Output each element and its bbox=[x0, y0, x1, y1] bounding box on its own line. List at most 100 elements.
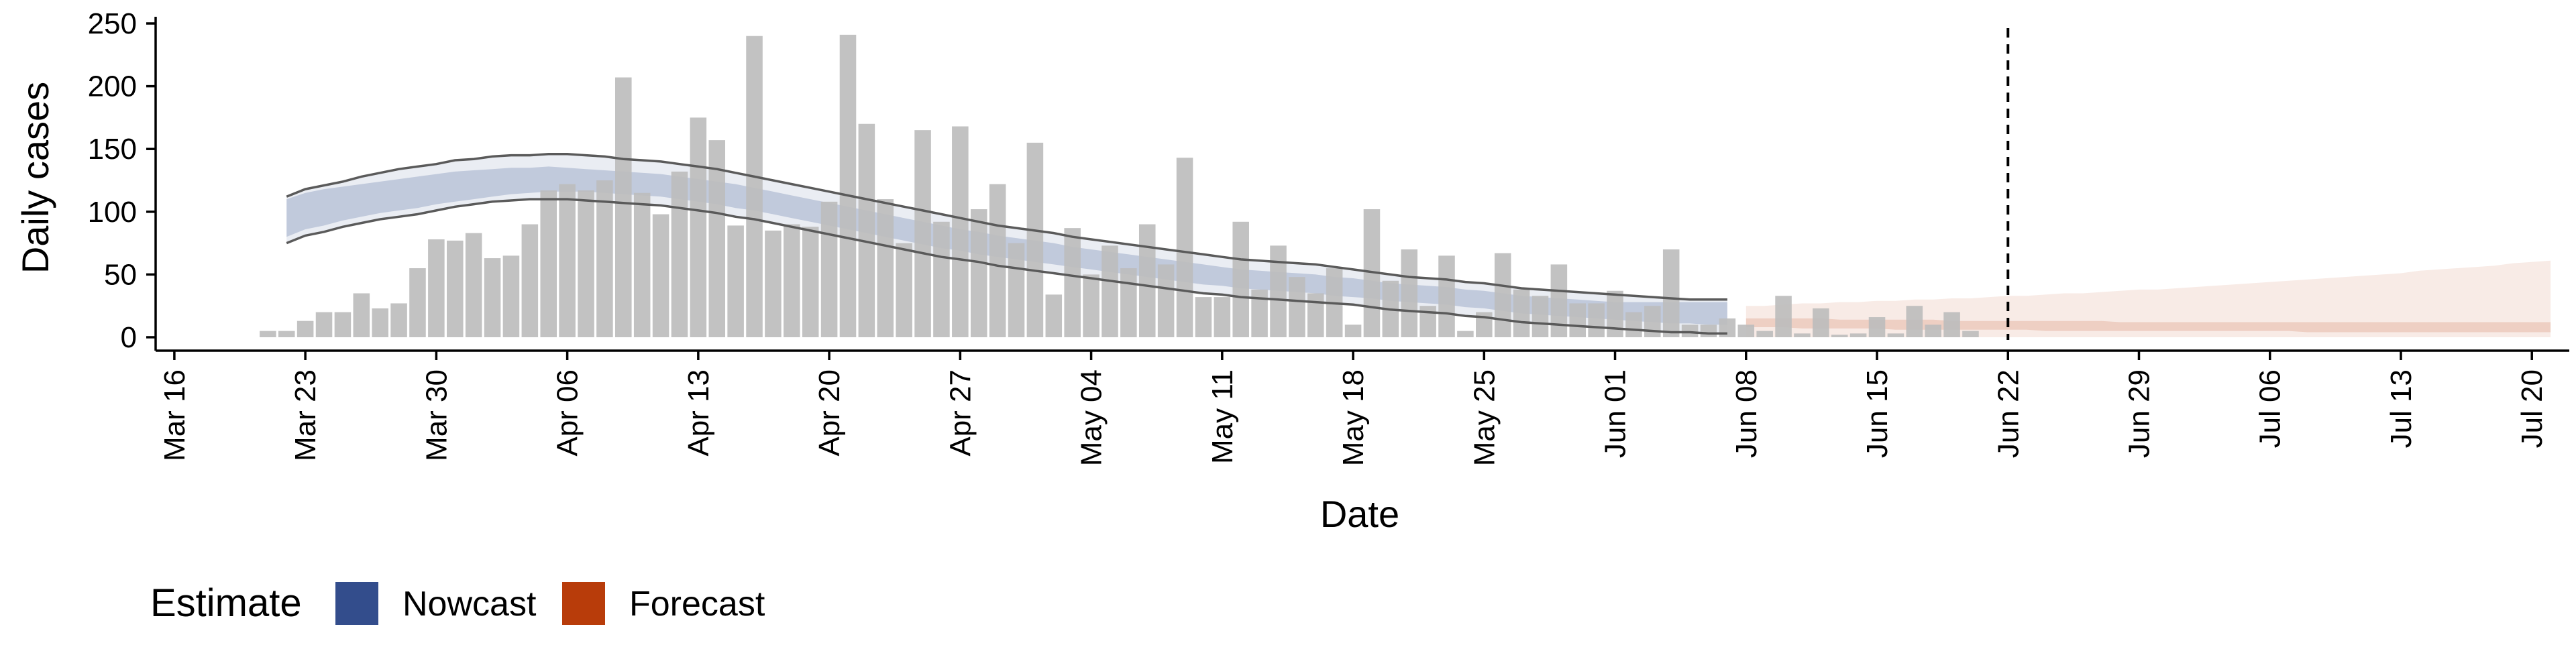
daily-case-bar bbox=[1700, 325, 1717, 337]
daily-case-bar bbox=[746, 36, 763, 337]
x-tick-label: Apr 27 bbox=[944, 369, 977, 457]
x-tick-label: Mar 30 bbox=[420, 369, 453, 461]
daily-case-bar bbox=[1214, 297, 1231, 337]
daily-case-bar bbox=[1794, 333, 1811, 337]
legend-swatch-forecast bbox=[562, 582, 605, 625]
x-tick-label: Jun 15 bbox=[1861, 369, 1894, 458]
y-tick-label: 250 bbox=[88, 7, 137, 40]
daily-case-bar bbox=[1232, 221, 1249, 337]
daily-case-bar bbox=[1550, 264, 1568, 337]
daily-case-bar bbox=[1906, 306, 1923, 337]
daily-case-bar bbox=[1102, 245, 1118, 337]
daily-case-bar bbox=[1756, 331, 1773, 337]
estimate-lines bbox=[286, 152, 1727, 335]
daily-case-bar bbox=[1120, 268, 1137, 337]
daily-case-bar bbox=[784, 224, 800, 337]
daily-case-bar bbox=[1943, 312, 1960, 337]
daily-case-bar bbox=[615, 77, 632, 337]
daily-case-bar bbox=[465, 233, 482, 337]
daily-case-bar bbox=[372, 308, 388, 337]
daily-case-bar bbox=[390, 303, 407, 337]
daily-case-bar bbox=[839, 34, 857, 338]
x-tick-label: Jul 20 bbox=[2516, 369, 2548, 448]
daily-case-bar bbox=[952, 126, 969, 337]
x-axis-title: Date bbox=[1320, 493, 1399, 535]
daily-case-bar bbox=[502, 255, 520, 337]
x-tick-label: Jun 29 bbox=[2123, 369, 2156, 458]
daily-case-bar bbox=[578, 190, 594, 337]
daily-case-bar bbox=[1138, 224, 1156, 337]
x-tick-label: Apr 06 bbox=[551, 369, 584, 457]
daily-case-bar bbox=[820, 201, 838, 337]
daily-case-bar bbox=[1887, 333, 1904, 337]
legend-title: Estimate bbox=[150, 581, 302, 625]
daily-case-bar bbox=[1681, 325, 1699, 337]
daily-case-bar bbox=[1775, 296, 1792, 337]
nowcast-inner-band bbox=[286, 166, 1727, 325]
daily-case-bar bbox=[1644, 306, 1661, 337]
daily-case-bar bbox=[334, 312, 352, 337]
nowcast-lower-line bbox=[286, 198, 1727, 335]
y-axis-title: Daily cases bbox=[14, 82, 56, 274]
x-tick-label: Jul 06 bbox=[2254, 369, 2287, 448]
daily-case-bar bbox=[933, 221, 950, 337]
daily-case-bar bbox=[1438, 255, 1455, 337]
daily-case-bar bbox=[1289, 277, 1305, 337]
legend: Estimate Nowcast Forecast bbox=[150, 581, 765, 625]
x-tick-label: May 25 bbox=[1468, 369, 1501, 466]
x-tick-label: May 11 bbox=[1206, 369, 1239, 464]
daily-case-bar bbox=[858, 123, 875, 337]
daily-case-bar bbox=[1419, 306, 1436, 337]
daily-case-bar bbox=[1307, 293, 1324, 337]
y-tick-label: 150 bbox=[88, 133, 137, 166]
daily-case-bar bbox=[727, 225, 744, 337]
daily-case-bar bbox=[1457, 331, 1474, 337]
daily-case-bar bbox=[1849, 333, 1867, 337]
daily-case-bar bbox=[1868, 317, 1886, 337]
x-tick-label: May 18 bbox=[1337, 369, 1370, 466]
daily-case-bar bbox=[1831, 335, 1848, 337]
daily-case-bar bbox=[559, 184, 576, 337]
daily-case-bar bbox=[446, 240, 464, 337]
daily-case-bar bbox=[1195, 297, 1212, 337]
daily-case-bar bbox=[297, 320, 314, 337]
daily-case-bar bbox=[1532, 296, 1549, 337]
daily-case-bar bbox=[315, 312, 333, 337]
daily-case-bar bbox=[1176, 158, 1193, 337]
daily-case-bar bbox=[802, 227, 819, 337]
daily-case-bar bbox=[633, 192, 651, 337]
daily-case-bars bbox=[260, 34, 1979, 338]
daily-case-bar bbox=[278, 331, 295, 337]
daily-case-bar bbox=[1588, 303, 1605, 337]
daily-case-bar bbox=[1157, 264, 1175, 337]
daily-case-bar bbox=[1569, 303, 1587, 337]
daily-case-bar bbox=[1662, 249, 1680, 337]
daily-case-bar bbox=[914, 130, 931, 337]
x-tick-label: Apr 20 bbox=[813, 369, 846, 457]
daily-case-bar bbox=[1813, 308, 1829, 337]
x-tick-label: Jun 08 bbox=[1730, 369, 1763, 458]
daily-case-bar bbox=[1625, 312, 1642, 337]
daily-case-bar bbox=[1607, 290, 1623, 337]
x-tick-label: Jul 13 bbox=[2385, 369, 2418, 448]
daily-case-bar bbox=[540, 190, 557, 337]
x-tick-label: Jun 01 bbox=[1599, 369, 1632, 458]
y-tick-label: 200 bbox=[88, 70, 137, 103]
daily-case-bar bbox=[428, 239, 445, 337]
x-tick-label: May 04 bbox=[1075, 369, 1108, 466]
daily-case-bar bbox=[1401, 249, 1418, 337]
daily-case-bar bbox=[1270, 245, 1287, 337]
daily-case-bar bbox=[521, 224, 539, 337]
daily-case-bar bbox=[690, 117, 707, 337]
legend-label-nowcast: Nowcast bbox=[402, 585, 537, 624]
daily-case-bar bbox=[652, 214, 669, 337]
daily-case-bar bbox=[484, 258, 501, 337]
legend-swatch-nowcast bbox=[335, 582, 378, 625]
daily-case-bar bbox=[1494, 253, 1511, 337]
x-tick-label: Jun 22 bbox=[1992, 369, 2025, 458]
x-tick-label: Mar 16 bbox=[158, 369, 191, 461]
y-tick-label: 0 bbox=[121, 321, 137, 354]
daily-case-bar bbox=[260, 331, 276, 337]
daily-case-bar bbox=[1925, 325, 1941, 337]
